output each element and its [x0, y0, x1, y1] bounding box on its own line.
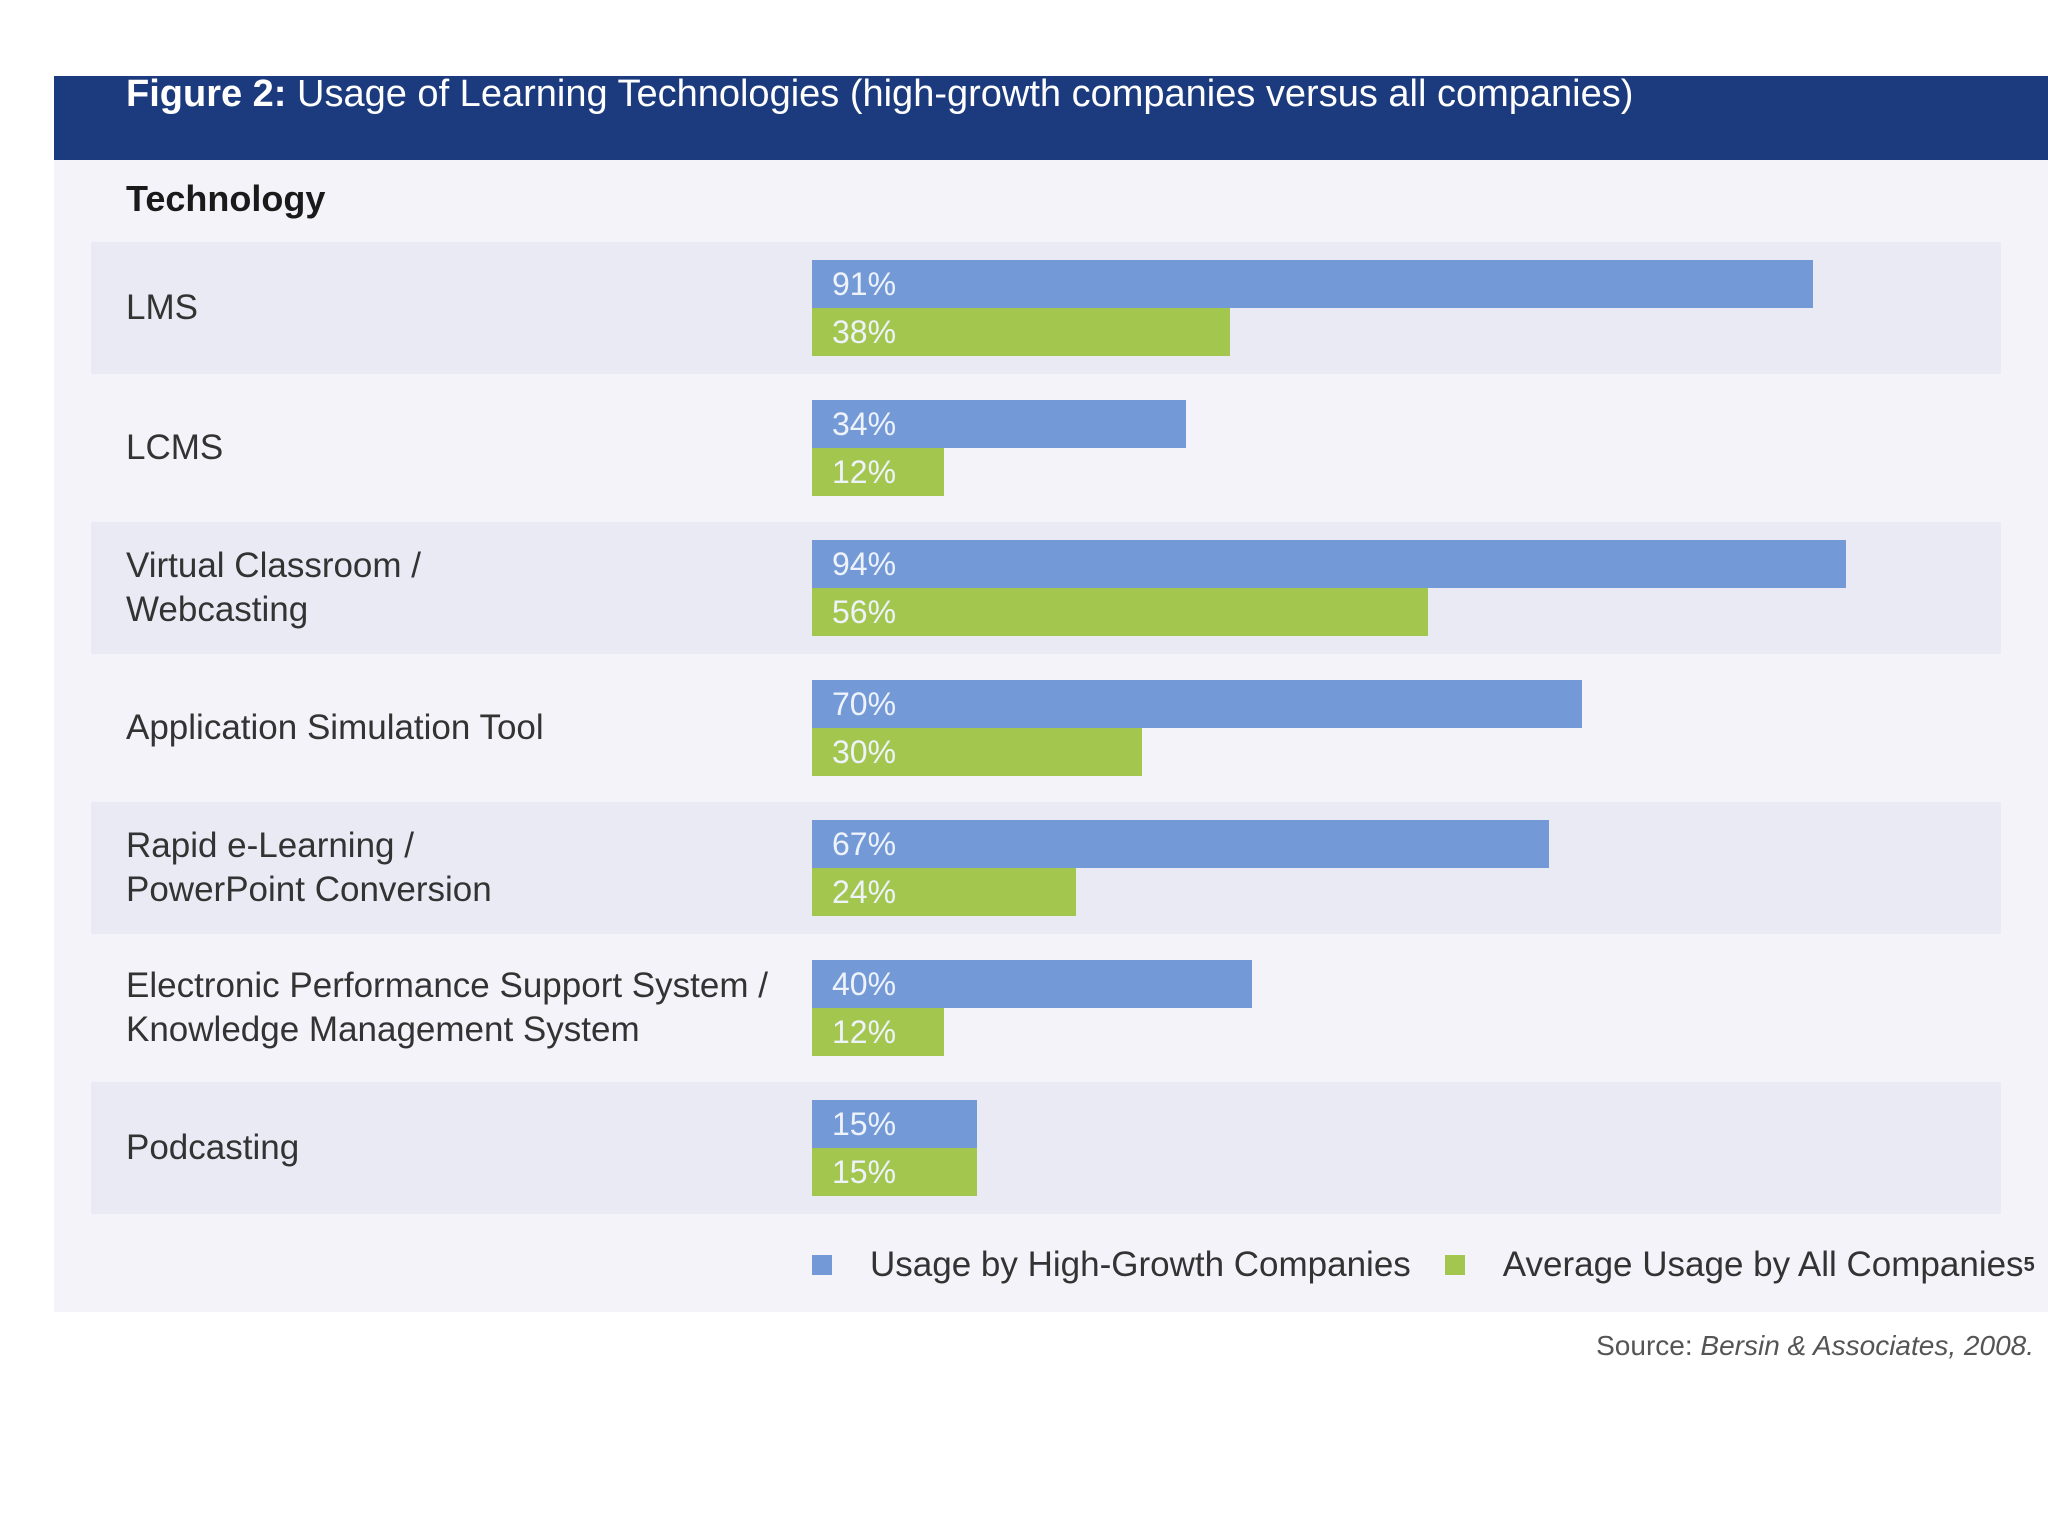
bar-high-growth: 34% [812, 400, 1186, 448]
bar-all-companies: 12% [812, 1008, 944, 1056]
category-label-line: LCMS [126, 428, 224, 467]
bar-value-label: 56% [832, 594, 897, 630]
bar-value-label: 30% [832, 734, 897, 770]
legend-label-high-growth: Usage by High-Growth Companies [870, 1245, 1411, 1284]
bar-all-companies: 30% [812, 728, 1142, 776]
bar-value-label: 15% [832, 1106, 897, 1142]
bar-high-growth: 94% [812, 540, 1846, 588]
legend-swatch-green [1444, 1255, 1465, 1275]
figure-title: Figure 2: Usage of Learning Technologies… [126, 73, 1634, 115]
source-citation: Bersin & Associates, 2008. [1700, 1330, 2034, 1361]
figure-header: Figure 2: Usage of Learning Technologies… [54, 73, 2048, 160]
legend-swatch-blue [812, 1255, 832, 1275]
category-label-line: LMS [126, 288, 198, 327]
category-label-line: Rapid e-Learning / [126, 826, 414, 865]
bar-high-growth: 91% [812, 260, 1813, 308]
category-label-line: Podcasting [126, 1128, 300, 1167]
category-label-line: Virtual Classroom / [126, 546, 422, 585]
bar-value-label: 12% [832, 454, 897, 490]
category-label: Rapid e-Learning / PowerPoint Conversion [126, 802, 806, 934]
category-label-line: Knowledge Management System [126, 1010, 640, 1049]
category-label: Application Simulation Tool [126, 662, 806, 794]
category-label-line: Electronic Performance Support System / [126, 966, 768, 1005]
bar-value-label: 24% [832, 874, 897, 910]
category-label: LCMS [126, 382, 806, 514]
bar-value-label: 70% [832, 686, 897, 722]
category-label: Virtual Classroom / Webcasting [126, 522, 806, 654]
legend: Usage by High-Growth Companies Average U… [812, 1242, 2035, 1288]
bar-value-label: 12% [832, 1014, 897, 1050]
footnote-marker: 5 [2023, 1253, 2035, 1276]
category-label: Electronic Performance Support System / K… [126, 942, 806, 1074]
legend-label-all-companies: Average Usage by All Companies [1502, 1245, 2024, 1284]
bar-all-companies: 38% [812, 308, 1230, 356]
legend-item-high-growth: Usage by High-Growth Companies [812, 1245, 1411, 1285]
bar-all-companies: 12% [812, 448, 944, 496]
legend-item-all-companies: Average Usage by All Companies 5 [1444, 1245, 2035, 1285]
bar-value-label: 40% [832, 966, 897, 1002]
bar-high-growth: 15% [812, 1100, 977, 1148]
bar-value-label: 15% [832, 1154, 897, 1190]
bar-value-label: 67% [832, 826, 897, 862]
bar-value-label: 38% [832, 314, 897, 350]
category-label-line: Webcasting [126, 590, 309, 629]
bar-value-label: 94% [832, 546, 897, 582]
row-band [91, 1082, 2001, 1214]
figure-title-text: Usage of Learning Technologies (high-gro… [297, 73, 1634, 115]
bar-high-growth: 67% [812, 820, 1549, 868]
category-label-line: Application Simulation Tool [126, 708, 544, 747]
source-prefix: Source: [1596, 1330, 1693, 1361]
bar-high-growth: 40% [812, 960, 1252, 1008]
bar-value-label: 91% [832, 266, 897, 302]
bar-all-companies: 56% [812, 588, 1428, 636]
bar-value-label: 34% [832, 406, 897, 442]
category-label: Podcasting [126, 1082, 806, 1214]
category-label: LMS [126, 242, 806, 374]
column-header: Technology [126, 178, 326, 219]
category-label-line: PowerPoint Conversion [126, 870, 492, 909]
bar-all-companies: 24% [812, 868, 1076, 916]
figure-number: Figure 2: [126, 73, 287, 115]
source-note: Source: Bersin & Associates, 2008. [1596, 1330, 2034, 1362]
bar-all-companies: 15% [812, 1148, 977, 1196]
bar-high-growth: 70% [812, 680, 1582, 728]
